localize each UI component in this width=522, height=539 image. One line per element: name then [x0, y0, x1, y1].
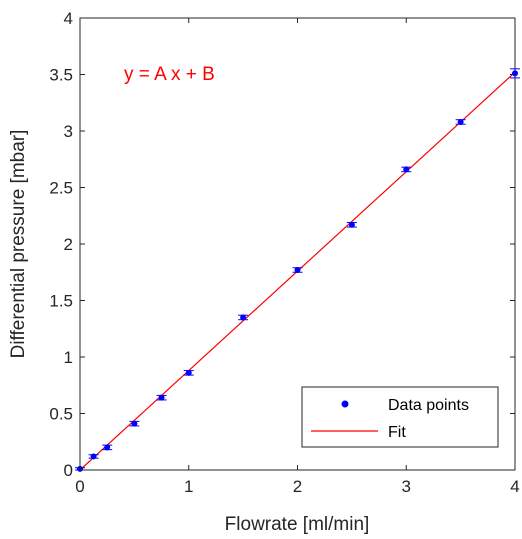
legend: Data points Fit — [301, 386, 499, 448]
y-tick-label: 0.5 — [49, 405, 73, 424]
y-axis-label: Differential pressure [mbar] — [8, 130, 29, 359]
x-tick-label: 1 — [184, 477, 193, 496]
data-point — [512, 70, 518, 77]
y-tick-label: 2 — [64, 235, 73, 254]
legend-label-fit: Fit — [388, 424, 406, 441]
data-point — [403, 166, 410, 173]
data-point — [294, 266, 301, 273]
data-point — [240, 314, 247, 321]
legend-box — [301, 386, 499, 448]
data-point — [131, 420, 138, 427]
data-point — [457, 118, 464, 125]
y-tick-label: 1 — [64, 348, 73, 367]
legend-label-data-points: Data points — [388, 397, 469, 414]
legend-marker-data-points — [341, 400, 349, 408]
y-tick-label: 3 — [64, 122, 73, 141]
data-point — [185, 369, 192, 376]
data-point — [104, 444, 111, 451]
y-tick-label: 0 — [64, 461, 73, 480]
fit-equation-annotation: y = A x + B — [124, 64, 215, 85]
x-axis: 0 1 2 3 4 — [75, 18, 520, 496]
y-axis: 0 0.5 1 1.5 2 2.5 3 3.5 4 — [49, 9, 515, 480]
y-tick-label: 2.5 — [49, 179, 73, 198]
data-point — [90, 453, 97, 460]
data-point — [348, 221, 355, 228]
data-points-layer — [75, 68, 520, 472]
y-tick-label: 1.5 — [49, 292, 73, 311]
data-point — [158, 394, 165, 401]
y-tick-label: 4 — [64, 9, 73, 28]
x-tick-label: 2 — [293, 477, 302, 496]
x-tick-label: 3 — [402, 477, 411, 496]
x-axis-label: Flowrate [ml/min] — [225, 514, 370, 535]
x-tick-label: 0 — [75, 477, 84, 496]
x-tick-label: 4 — [510, 477, 519, 496]
y-tick-label: 3.5 — [49, 66, 73, 85]
